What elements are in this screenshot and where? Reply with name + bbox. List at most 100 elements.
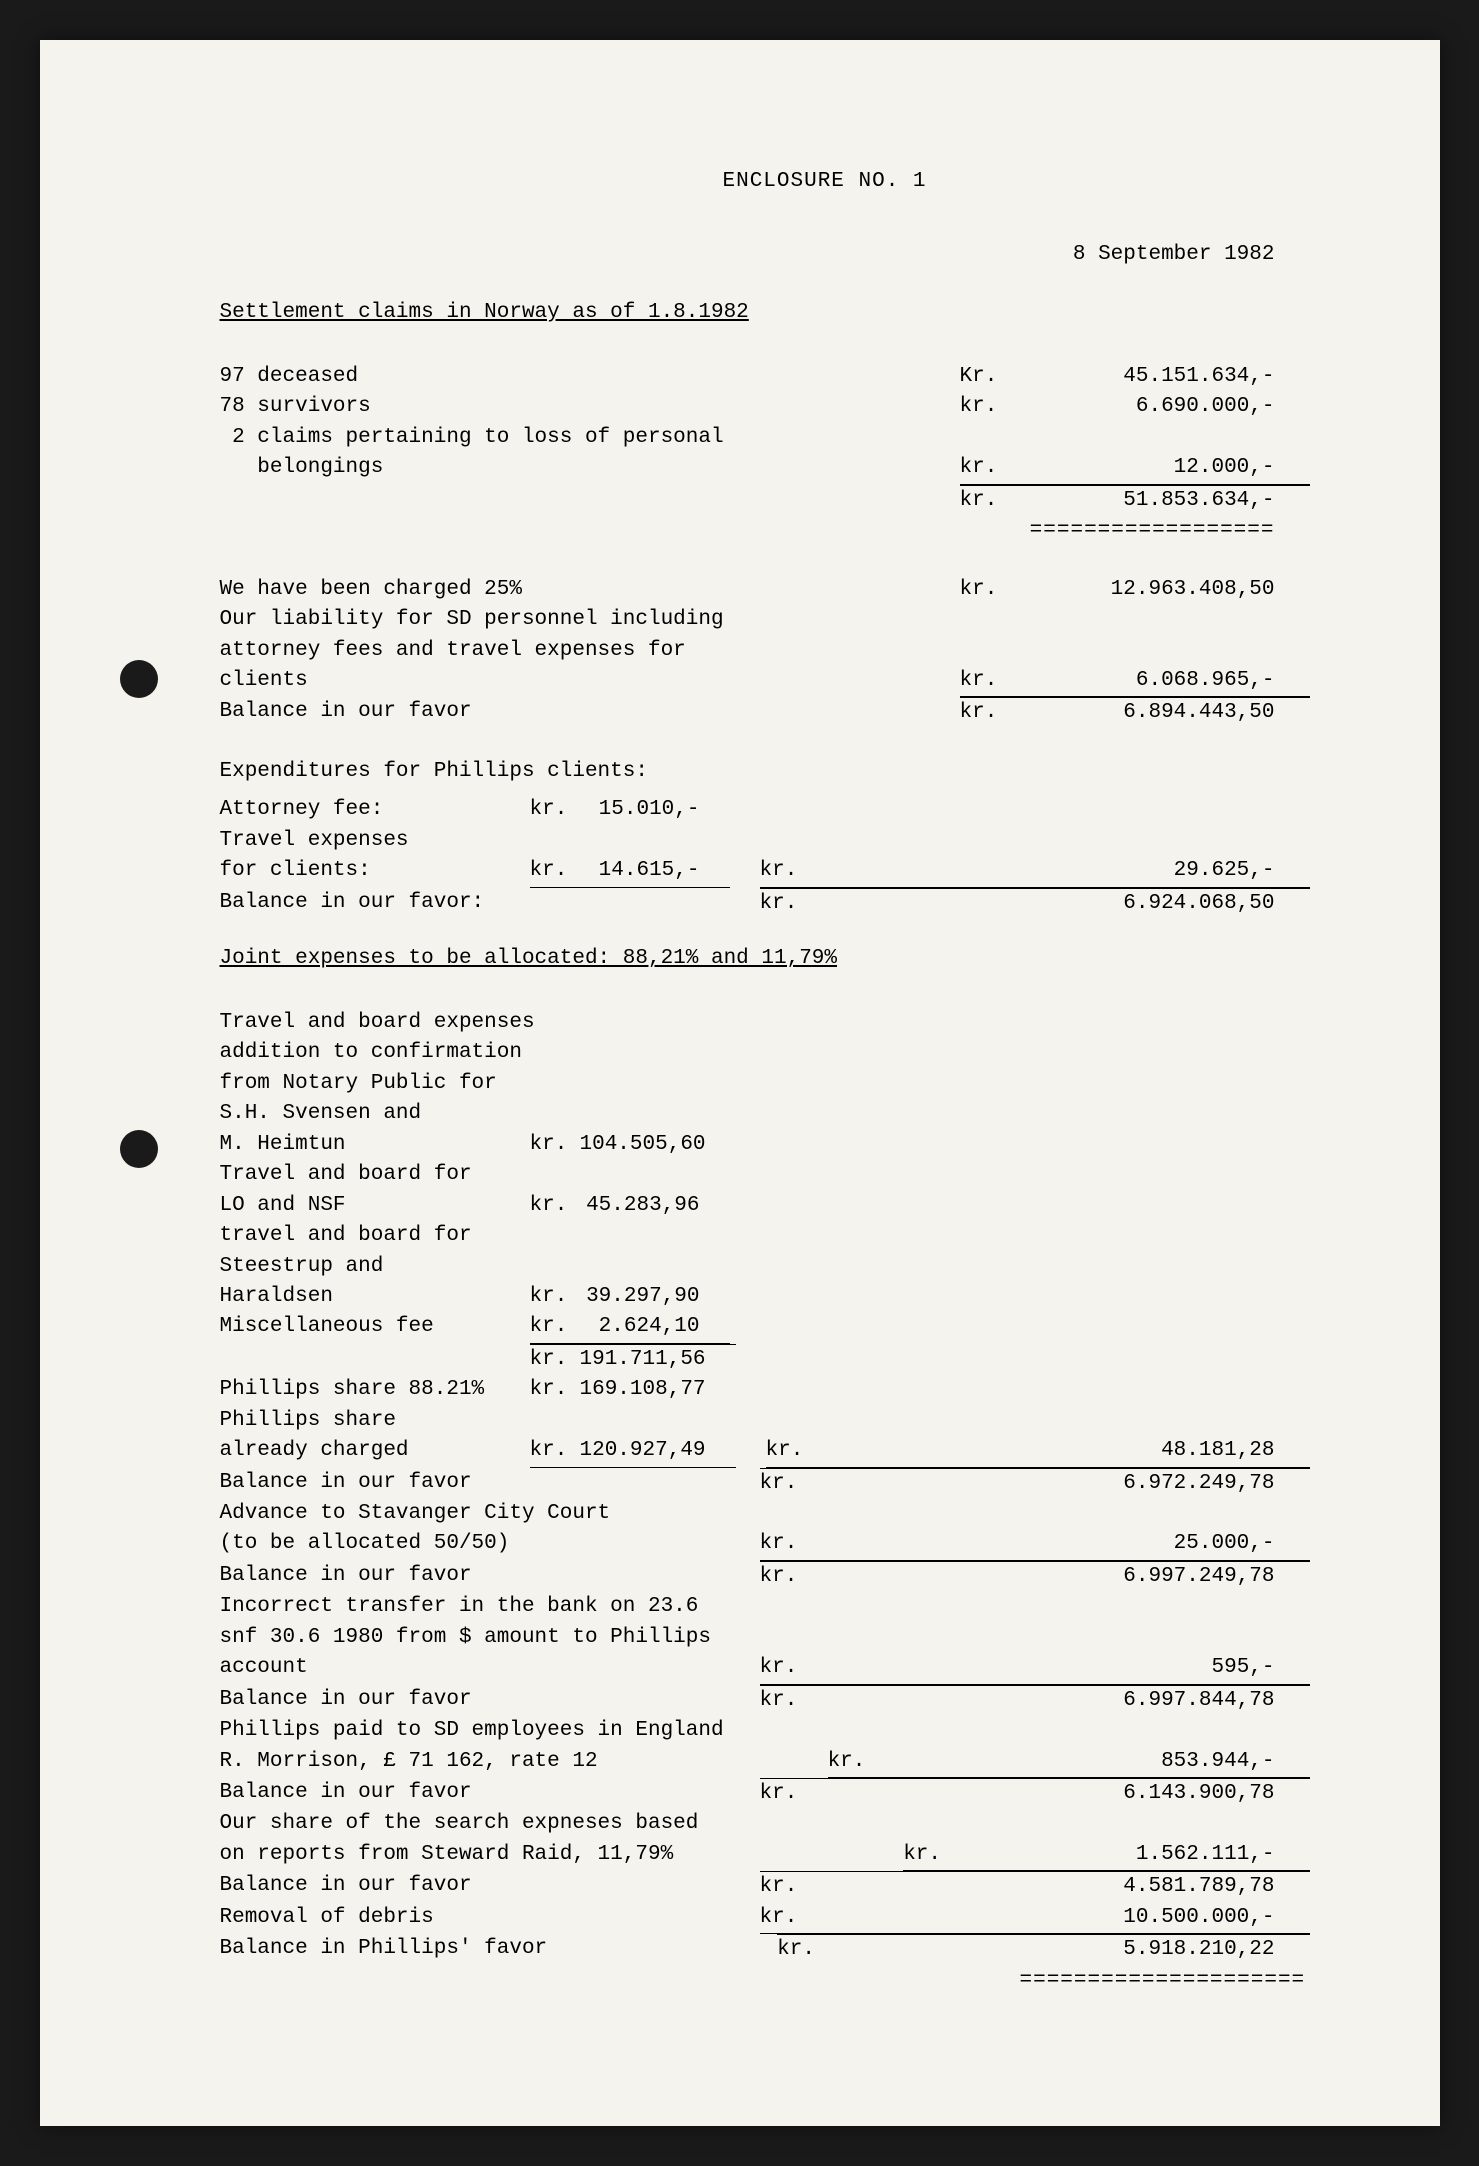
currency-label xyxy=(530,1069,580,1099)
line-item: Phillips share xyxy=(220,1406,1310,1436)
mid-value: 39.297,90 xyxy=(580,1282,730,1312)
punch-hole xyxy=(120,1130,158,1168)
currency-label xyxy=(760,1069,820,1099)
currency-label xyxy=(960,423,1020,453)
currency-label xyxy=(760,1191,820,1221)
currency-label xyxy=(530,888,580,919)
line-description: Incorrect transfer in the bank on 23.6 xyxy=(220,1592,699,1622)
line-description: clients xyxy=(220,666,760,697)
line-description: Balance in our favor xyxy=(220,1778,530,1809)
line-description: (to be allocated 50/50) xyxy=(220,1529,530,1560)
line-description: Travel expenses xyxy=(220,826,530,856)
mid-value xyxy=(580,1468,730,1499)
line-item: belongingskr.12.000,- xyxy=(220,453,1310,484)
mid-value xyxy=(580,1871,730,1902)
amount-value xyxy=(825,1008,1310,1038)
amount-value: 6.143.900,78 xyxy=(820,1778,1310,1809)
line-item: Balance in our favorkr.6.894.443,50 xyxy=(220,697,1310,728)
currency-label xyxy=(760,1252,820,1282)
amount-value: 5.918.210,22 xyxy=(837,1934,1309,1965)
line-item: Our liability for SD personnel including xyxy=(220,605,1310,635)
currency-label xyxy=(530,1529,580,1560)
line-item: on reports from Steward Raid, 11,79%kr.1… xyxy=(220,1840,1310,1871)
currency-label xyxy=(530,1038,580,1068)
line-item: Incorrect transfer in the bank on 23.6 xyxy=(220,1592,1310,1622)
amount-value xyxy=(820,795,1310,825)
line-item: We have been charged 25% kr.12.963.408,50 xyxy=(220,575,1310,605)
currency-label xyxy=(760,1406,820,1436)
mid-value xyxy=(585,1008,735,1038)
line-description: Balance in our favor xyxy=(220,697,760,728)
mid-value xyxy=(660,1499,810,1529)
mid-value xyxy=(580,1778,730,1809)
mid-value xyxy=(580,1685,730,1716)
line-description: Steestrup and xyxy=(220,1252,530,1282)
amount-value xyxy=(900,1499,1309,1529)
expenditures-heading: Expenditures for Phillips clients: xyxy=(220,757,760,787)
line-description: 78 survivors xyxy=(220,392,760,422)
currency-label xyxy=(530,1252,580,1282)
amount-value: 45.151.634,- xyxy=(1020,362,1310,392)
mid-value xyxy=(580,1653,730,1684)
line-item: for clients:kr.14.615,-kr.29.625,- xyxy=(220,856,1310,887)
mid-value xyxy=(580,1160,730,1190)
mid-value xyxy=(580,826,730,856)
currency-label: kr. xyxy=(760,856,820,887)
amount-value: 12.963.408,50 xyxy=(1020,575,1310,605)
mid-value xyxy=(580,1038,730,1068)
amount-value: 853.944,- xyxy=(888,1747,1310,1778)
currency-label: kr. xyxy=(828,1747,888,1778)
amount-value xyxy=(820,1099,1310,1129)
amount-value xyxy=(1020,636,1310,666)
mid-value xyxy=(648,1747,798,1778)
mid-value: 2.624,10 xyxy=(580,1312,730,1343)
currency-label: kr. xyxy=(766,1436,826,1467)
line-description: attorney fees and travel expenses for xyxy=(220,636,760,666)
amount-value xyxy=(826,1344,1310,1375)
line-description: 97 deceased xyxy=(220,362,760,392)
line-description: already charged xyxy=(220,1436,530,1467)
line-item: Miscellaneous feekr.2.624,10 xyxy=(220,1312,1310,1343)
line-description: M. Heimtun xyxy=(220,1130,530,1160)
currency-label xyxy=(724,1716,774,1746)
line-item: from Notary Public for xyxy=(220,1069,1310,1099)
currency-label xyxy=(530,1653,580,1684)
line-description: We have been charged 25% xyxy=(220,575,760,605)
currency-label: kr. xyxy=(760,1871,820,1902)
amount-value: 12.000,- xyxy=(1020,453,1310,484)
currency-label: kr. xyxy=(960,485,1020,516)
line-item: S.H. Svensen and xyxy=(220,1099,1310,1129)
line-description: Travel and board for xyxy=(220,1160,530,1190)
line-item: Steestrup and xyxy=(220,1252,1310,1282)
mid-value: 45.283,96 xyxy=(580,1191,730,1221)
mid-value xyxy=(580,1252,730,1282)
separator-line: ===================== xyxy=(1020,1966,1341,1996)
currency-label xyxy=(530,1871,580,1902)
amount-value xyxy=(1020,423,1310,453)
amount-value xyxy=(820,826,1310,856)
line-description: Our share of the search expneses based xyxy=(220,1809,699,1839)
document-page: ENCLOSURE NO. 1 8 September 1982 Settlem… xyxy=(40,40,1440,2126)
line-item: travel and board for xyxy=(220,1221,1310,1251)
mid-value xyxy=(580,888,730,919)
line-description: on reports from Steward Raid, 11,79% xyxy=(220,1840,674,1871)
currency-label: kr. xyxy=(760,1685,820,1716)
line-item: R. Morrison, £ 71 162, rate 12kr.853.944… xyxy=(220,1747,1310,1778)
currency-label xyxy=(766,1130,826,1160)
amount-value xyxy=(826,1375,1310,1405)
line-item: Balance in our favor:kr.6.924.068,50 xyxy=(220,888,1310,919)
line-item: Removal of debriskr.10.500.000,- xyxy=(220,1903,1310,1934)
amount-value xyxy=(826,1130,1310,1160)
currency-label xyxy=(954,1716,1014,1746)
line-description: Balance in our favor xyxy=(220,1871,530,1902)
amount-value: 595,- xyxy=(820,1653,1310,1684)
currency-label xyxy=(673,1840,723,1871)
amount-value xyxy=(820,1221,1310,1251)
amount-value xyxy=(820,1069,1310,1099)
currency-label xyxy=(960,605,1020,635)
currency-label xyxy=(530,1903,580,1934)
line-description: Phillips share 88.21% xyxy=(220,1375,530,1405)
currency-label: kr. xyxy=(960,575,1020,605)
amount-value xyxy=(820,1282,1310,1312)
line-description: account xyxy=(220,1653,530,1684)
